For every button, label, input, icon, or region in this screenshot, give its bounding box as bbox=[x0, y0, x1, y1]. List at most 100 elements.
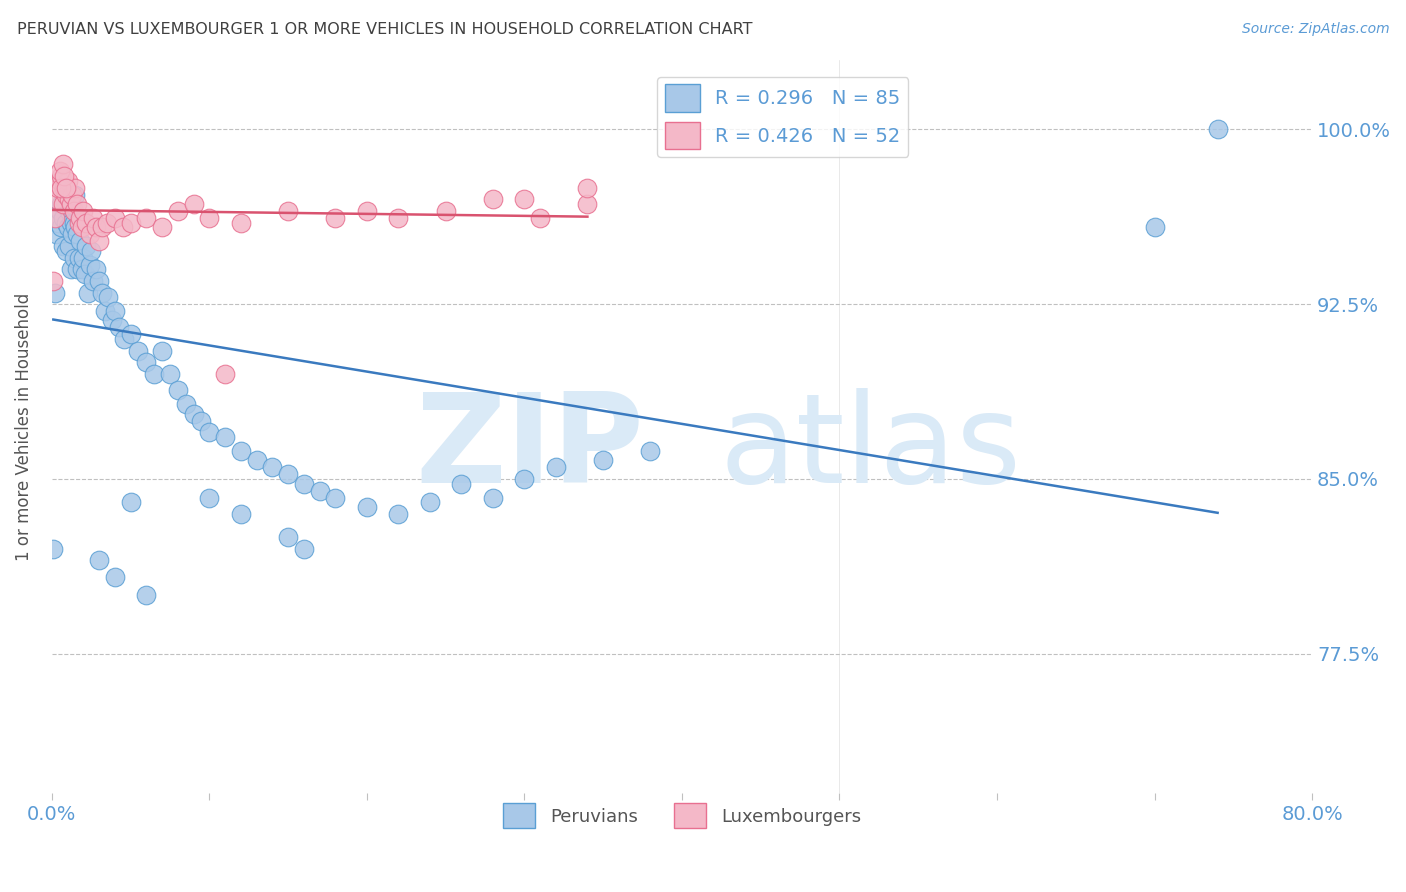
Point bbox=[82, 274, 104, 288]
Point bbox=[482, 491, 505, 505]
Point bbox=[67, 251, 90, 265]
Point bbox=[104, 570, 127, 584]
Point bbox=[62, 251, 84, 265]
Point bbox=[55, 244, 77, 258]
Point bbox=[1143, 220, 1166, 235]
Point bbox=[56, 187, 79, 202]
Legend: Peruvians, Luxembourgers: Peruvians, Luxembourgers bbox=[496, 796, 868, 836]
Point bbox=[59, 262, 82, 277]
Point bbox=[183, 407, 205, 421]
Point bbox=[245, 453, 267, 467]
Point bbox=[51, 197, 73, 211]
Point bbox=[73, 267, 96, 281]
Point bbox=[55, 216, 77, 230]
Point bbox=[62, 216, 84, 230]
Point bbox=[62, 204, 84, 219]
Point bbox=[48, 174, 70, 188]
Point bbox=[70, 262, 93, 277]
Point bbox=[42, 274, 65, 288]
Point bbox=[51, 169, 73, 183]
Point bbox=[44, 211, 66, 225]
Point bbox=[56, 220, 79, 235]
Point bbox=[52, 197, 75, 211]
Point bbox=[292, 476, 315, 491]
Point bbox=[529, 211, 551, 225]
Point bbox=[120, 216, 142, 230]
Point bbox=[65, 187, 87, 202]
Point bbox=[135, 355, 157, 369]
Point bbox=[576, 180, 599, 194]
Text: atlas: atlas bbox=[720, 388, 1022, 509]
Point bbox=[1206, 122, 1229, 136]
Point bbox=[387, 211, 409, 225]
Point bbox=[356, 204, 378, 219]
Point bbox=[166, 384, 188, 398]
Point bbox=[87, 235, 110, 249]
Point bbox=[58, 239, 80, 253]
Point bbox=[135, 588, 157, 602]
Point bbox=[108, 320, 131, 334]
Point bbox=[82, 211, 104, 225]
Point bbox=[96, 216, 118, 230]
Point bbox=[53, 192, 76, 206]
Point bbox=[48, 164, 70, 178]
Point bbox=[419, 495, 441, 509]
Point bbox=[91, 220, 114, 235]
Point bbox=[159, 367, 181, 381]
Point bbox=[52, 157, 75, 171]
Point bbox=[229, 507, 252, 521]
Point bbox=[46, 180, 69, 194]
Point bbox=[55, 187, 77, 202]
Point bbox=[434, 204, 457, 219]
Point bbox=[42, 541, 65, 556]
Point bbox=[277, 530, 299, 544]
Point bbox=[75, 216, 97, 230]
Point bbox=[387, 507, 409, 521]
Point bbox=[66, 262, 89, 277]
Text: Source: ZipAtlas.com: Source: ZipAtlas.com bbox=[1241, 22, 1389, 37]
Point bbox=[576, 197, 599, 211]
Point bbox=[150, 343, 173, 358]
Point bbox=[79, 258, 101, 272]
Point bbox=[183, 197, 205, 211]
Point bbox=[97, 290, 120, 304]
Point bbox=[198, 425, 221, 440]
Point bbox=[127, 343, 149, 358]
Point bbox=[67, 216, 90, 230]
Point bbox=[111, 220, 134, 235]
Point bbox=[135, 211, 157, 225]
Point bbox=[80, 244, 103, 258]
Point bbox=[69, 211, 91, 225]
Point bbox=[87, 274, 110, 288]
Point bbox=[198, 491, 221, 505]
Point bbox=[75, 239, 97, 253]
Point bbox=[325, 211, 347, 225]
Point bbox=[79, 227, 101, 242]
Point bbox=[229, 444, 252, 458]
Point bbox=[58, 192, 80, 206]
Point bbox=[66, 227, 89, 242]
Point bbox=[70, 220, 93, 235]
Point bbox=[104, 304, 127, 318]
Point bbox=[53, 180, 76, 194]
Point bbox=[77, 285, 100, 300]
Point bbox=[91, 285, 114, 300]
Point bbox=[59, 216, 82, 230]
Point bbox=[44, 285, 66, 300]
Point bbox=[55, 180, 77, 194]
Point bbox=[51, 180, 73, 194]
Point bbox=[66, 197, 89, 211]
Point bbox=[513, 192, 536, 206]
Point bbox=[356, 500, 378, 514]
Text: ZIP: ZIP bbox=[415, 388, 644, 509]
Point bbox=[60, 187, 83, 202]
Point bbox=[48, 180, 70, 194]
Point bbox=[51, 220, 73, 235]
Text: PERUVIAN VS LUXEMBOURGER 1 OR MORE VEHICLES IN HOUSEHOLD CORRELATION CHART: PERUVIAN VS LUXEMBOURGER 1 OR MORE VEHIC… bbox=[17, 22, 752, 37]
Point bbox=[277, 467, 299, 482]
Point bbox=[325, 491, 347, 505]
Point bbox=[56, 174, 79, 188]
Point bbox=[640, 444, 662, 458]
Point bbox=[100, 313, 122, 327]
Point bbox=[65, 220, 87, 235]
